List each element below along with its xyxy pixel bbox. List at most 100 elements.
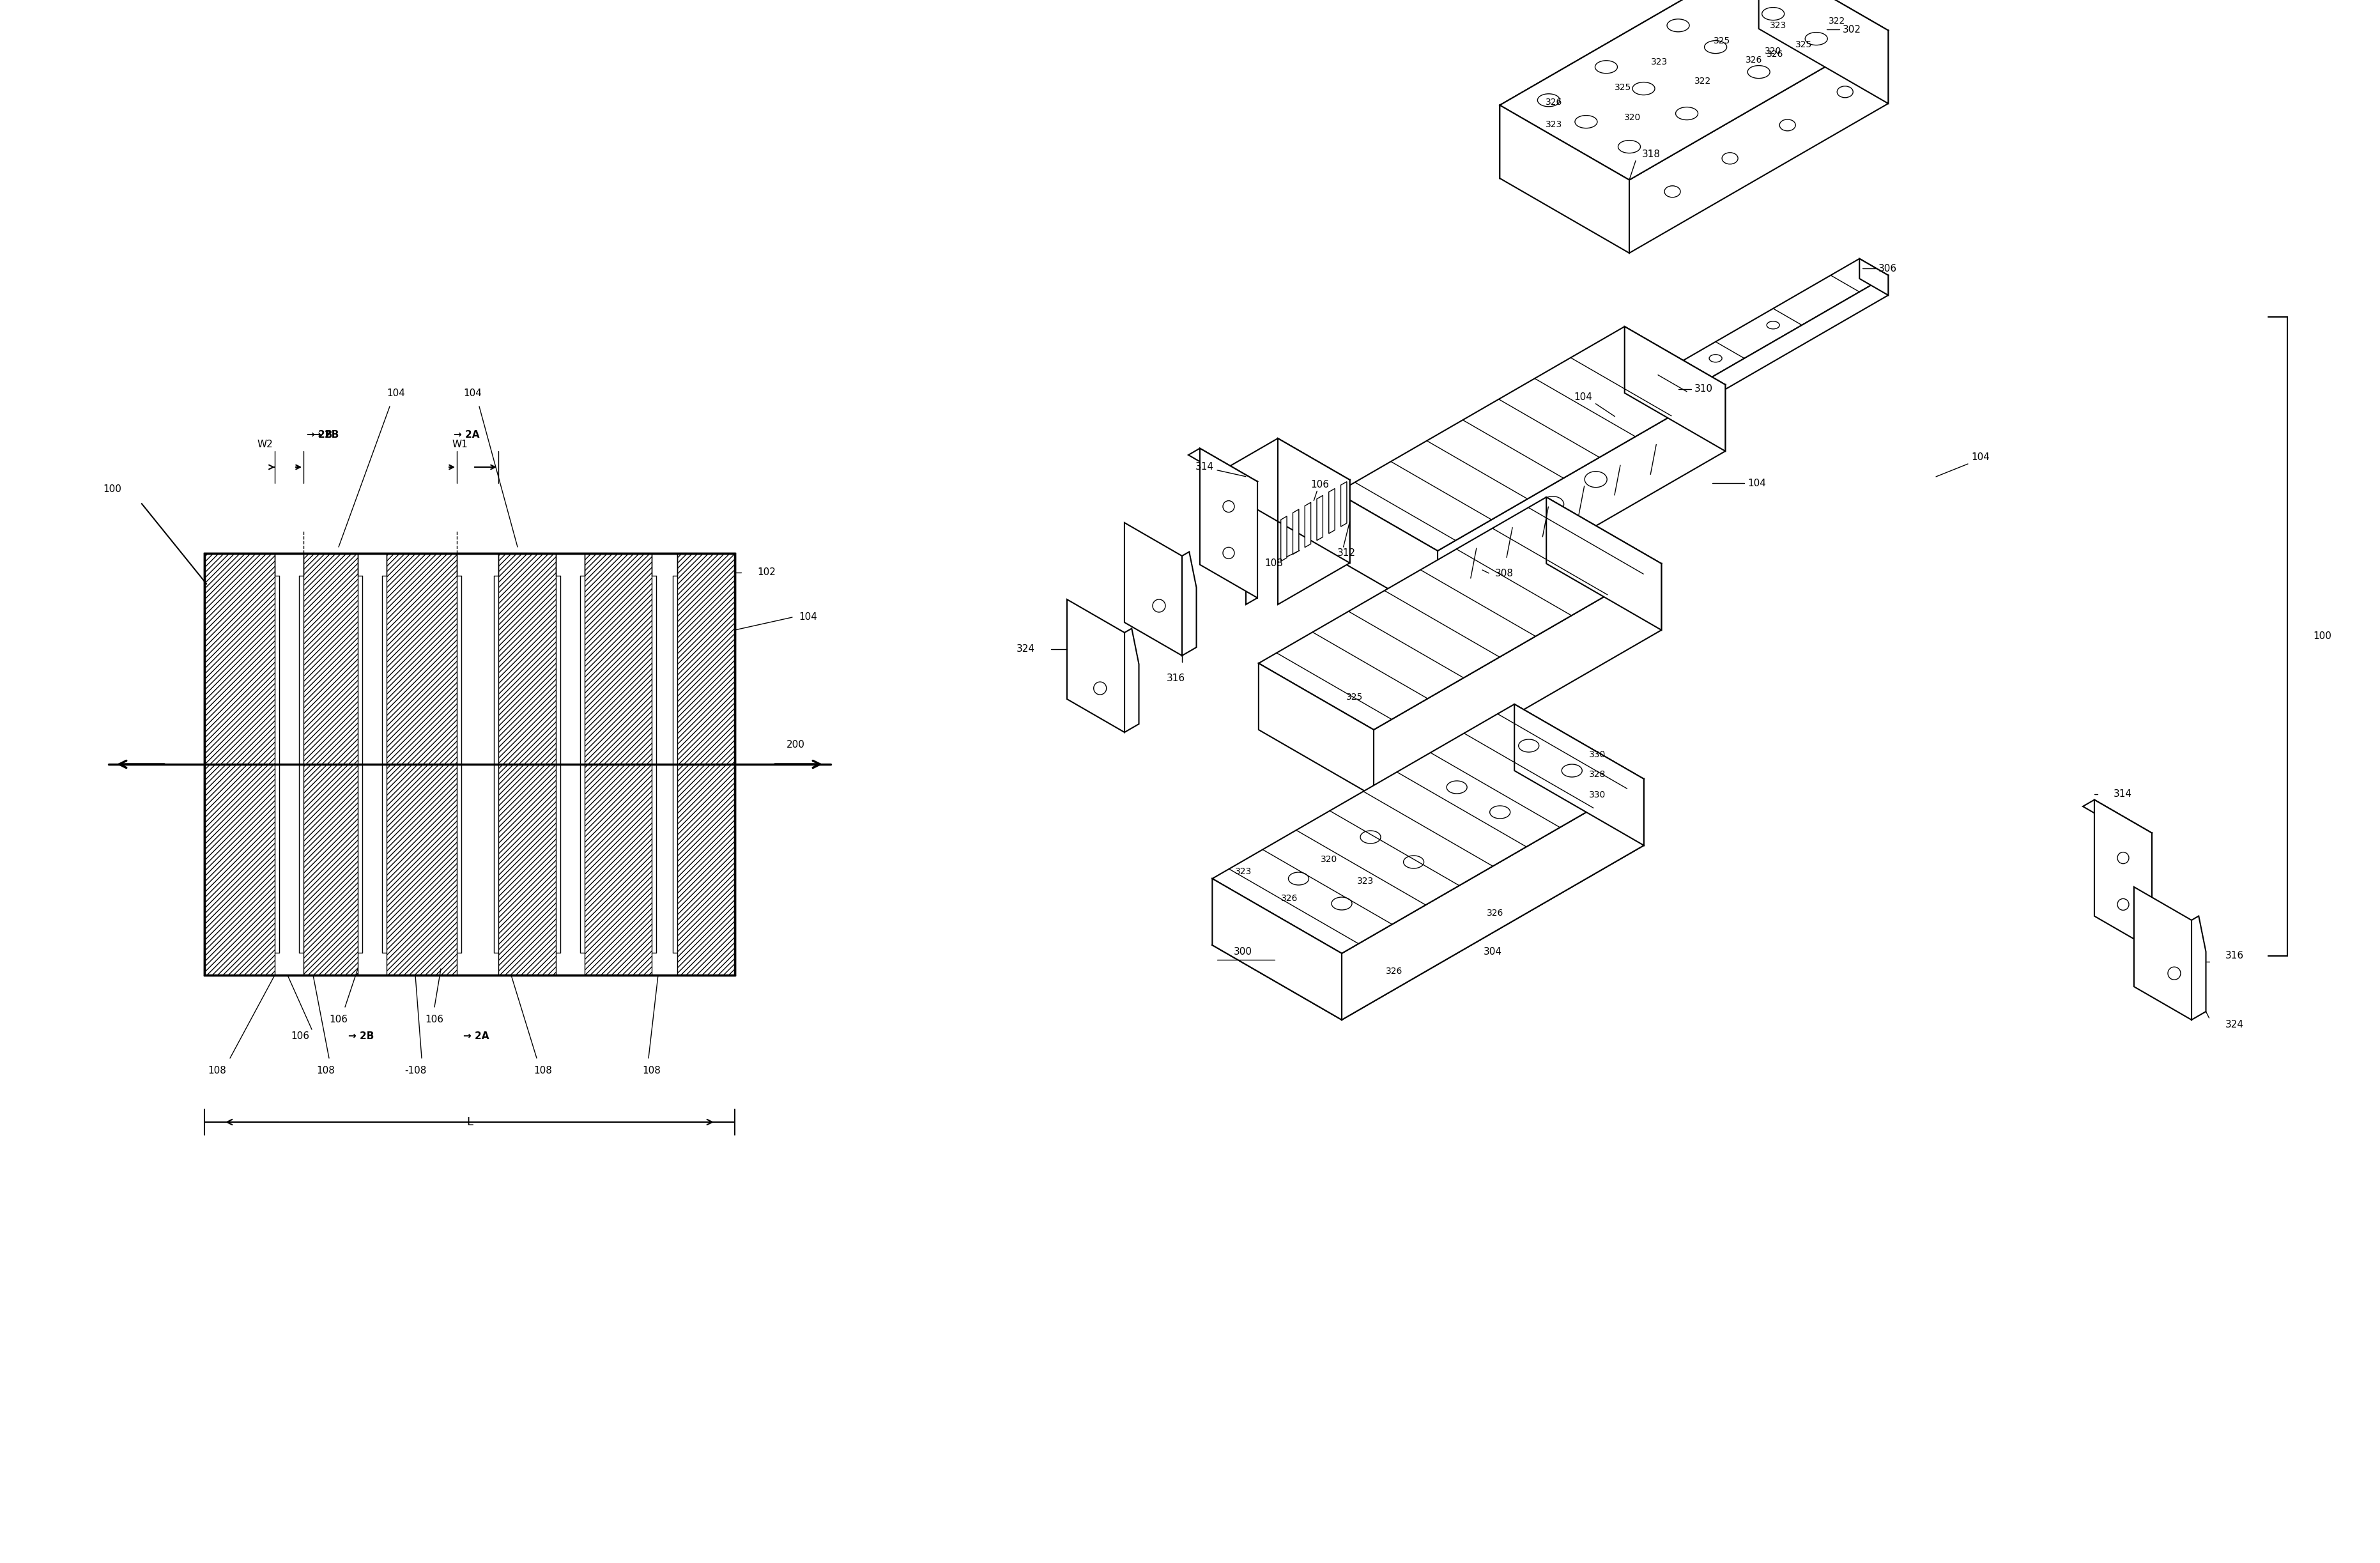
Polygon shape [1211,878,1342,1019]
Text: 316: 316 [1166,674,1185,683]
Polygon shape [1759,0,1887,103]
Polygon shape [2082,800,2152,839]
Polygon shape [1123,628,1140,733]
Text: 302: 302 [1842,25,1861,34]
Text: 108: 108 [643,1066,662,1075]
Text: 320: 320 [1321,855,1338,864]
Polygon shape [1499,0,1759,178]
Polygon shape [2140,833,2152,957]
Ellipse shape [1704,41,1728,53]
Ellipse shape [1542,497,1564,513]
Ellipse shape [1490,807,1511,819]
Polygon shape [1292,510,1299,555]
Ellipse shape [1837,86,1854,97]
Ellipse shape [2168,967,2180,980]
Ellipse shape [1723,153,1737,164]
Text: L: L [466,1116,474,1128]
Text: 106: 106 [426,1014,443,1025]
Polygon shape [1183,552,1197,655]
Text: 323: 323 [1235,867,1252,877]
Ellipse shape [1447,782,1466,794]
Polygon shape [1316,495,1323,541]
Ellipse shape [1223,500,1235,513]
Text: 108: 108 [1264,558,1283,567]
Ellipse shape [1664,186,1680,197]
Text: 320: 320 [1623,113,1640,122]
Polygon shape [2192,916,2206,1019]
Polygon shape [1123,522,1183,655]
Polygon shape [1338,327,1726,550]
Ellipse shape [1804,33,1828,45]
Ellipse shape [1330,897,1352,910]
Polygon shape [1259,497,1661,730]
Text: 314: 314 [2113,789,2132,799]
Text: 323: 323 [1545,120,1564,128]
Ellipse shape [1618,141,1640,153]
Polygon shape [1499,105,1630,253]
Bar [652,553,678,975]
Polygon shape [1599,258,1887,425]
Polygon shape [1304,502,1311,547]
Ellipse shape [1766,322,1780,328]
Text: 104: 104 [1747,478,1766,488]
Text: W2: W2 [257,439,274,450]
Text: 104: 104 [1573,392,1592,402]
Bar [386,553,457,975]
Ellipse shape [1499,520,1521,538]
Text: 324: 324 [1016,644,1035,653]
Polygon shape [1499,0,1887,180]
Polygon shape [1328,489,1335,533]
Ellipse shape [1585,472,1607,488]
Polygon shape [1630,30,1887,253]
Polygon shape [1211,771,1645,1019]
Text: 326: 326 [1385,966,1402,975]
Text: 200: 200 [785,741,804,750]
Ellipse shape [1780,119,1795,131]
Polygon shape [1280,516,1288,561]
Text: → 2B: → 2B [314,430,338,439]
Polygon shape [1547,497,1661,630]
Ellipse shape [1518,739,1540,752]
Text: 325: 325 [1347,692,1364,702]
Polygon shape [1338,492,1438,617]
Polygon shape [1211,705,1645,953]
Polygon shape [1514,705,1645,846]
Polygon shape [1245,481,1257,605]
Text: 314: 314 [1195,463,1214,472]
Text: 326: 326 [1488,908,1504,917]
Text: → 2A: → 2A [464,1032,490,1041]
Text: 306: 306 [1878,264,1897,274]
Text: 323: 323 [1357,877,1373,886]
Text: 106: 106 [328,1014,347,1025]
Text: 104: 104 [388,389,405,399]
Text: 104: 104 [800,613,816,622]
Ellipse shape [1152,599,1166,613]
Bar [678,553,735,975]
Polygon shape [1188,449,1257,488]
Polygon shape [1200,449,1257,599]
Polygon shape [1599,408,1630,445]
Text: 326: 326 [1766,50,1783,58]
Ellipse shape [1576,116,1597,128]
Text: 102: 102 [757,567,776,577]
Text: → 2B: → 2B [347,1032,374,1041]
Bar [274,553,305,975]
Text: 320: 320 [1764,47,1783,55]
Ellipse shape [1709,355,1723,363]
Text: -108: -108 [405,1066,426,1075]
Text: 104: 104 [464,389,483,399]
Text: → 2A: → 2A [455,430,478,439]
Text: 300: 300 [1233,947,1252,957]
Text: 104: 104 [1971,453,1990,463]
Ellipse shape [1537,94,1559,106]
Bar [205,553,735,975]
Text: 330: 330 [1590,791,1607,799]
Text: 100: 100 [2313,631,2332,641]
Text: 326: 326 [1745,55,1761,64]
Text: 323: 323 [1652,58,1668,66]
Text: 318: 318 [1642,150,1661,159]
Polygon shape [2094,800,2152,949]
Bar [585,553,652,975]
Text: 324: 324 [2225,1019,2244,1028]
Ellipse shape [1561,764,1583,777]
